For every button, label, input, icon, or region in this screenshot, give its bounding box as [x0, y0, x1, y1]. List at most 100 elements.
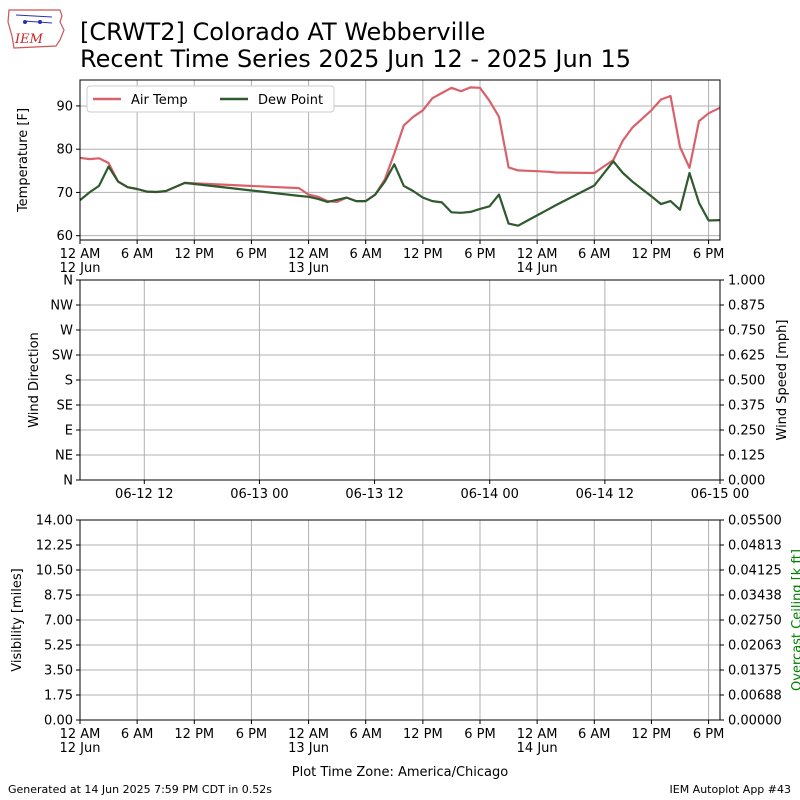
visibility-x-tick-label: 12 PM — [403, 727, 443, 742]
chart-title-line2: Recent Time Series 2025 Jun 12 - 2025 Ju… — [80, 45, 632, 73]
visibility-y-tick-label: 0.00 — [44, 714, 73, 729]
temperature-x-tick-label: 12 AM — [60, 247, 101, 262]
wind-x-tick-label: 06-13 00 — [230, 487, 288, 502]
visibility-y-tick-label: 3.50 — [44, 664, 73, 679]
temperature-x-tick-label: 12 PM — [174, 247, 214, 262]
visibility-x-tick-label: 6 AM — [349, 727, 382, 742]
visibility-y-tick-label: 7.00 — [44, 614, 73, 629]
visibility-y-tick-label: 14.00 — [36, 514, 73, 529]
visibility-gridlines — [79, 519, 720, 721]
visibility-x-tick-label: 12 AM — [60, 727, 101, 742]
ceiling-tick-label: 0.00688 — [728, 689, 782, 704]
visibility-x-tick-label: 12 PM — [632, 727, 672, 742]
wind-speed-tick-label: 0.125 — [728, 449, 765, 464]
visibility-x-tick-label: 6 AM — [578, 727, 611, 742]
wind-x-tick-label: 06-14 00 — [460, 487, 518, 502]
legend-label-air-temp: Air Temp — [131, 93, 188, 108]
temperature-x-tick-sublabel: 13 Jun — [288, 261, 329, 276]
ceiling-tick-label: 0.02063 — [728, 639, 782, 654]
ceiling-tick-label: 0.01375 — [728, 664, 782, 679]
temperature-series — [79, 86, 721, 227]
temperature-x-tick-label: 12 PM — [632, 247, 672, 262]
visibility-x-tick-label: 6 AM — [121, 727, 154, 742]
logo-map-line — [15, 14, 53, 18]
chart-title-line1: [CRWT2] Colorado AT Webberville — [80, 18, 486, 46]
wind-speed-tick-label: 0.375 — [728, 399, 765, 414]
visibility-x-tick-label: 12 AM — [288, 727, 329, 742]
wind-direction-tick-label: NW — [50, 299, 73, 314]
temperature-x-tick-label: 6 AM — [121, 247, 154, 262]
wind-gridlines — [80, 279, 721, 481]
visibility-x-tick-sublabel: 13 Jun — [288, 741, 329, 756]
wind-direction-tick-label: N — [63, 474, 73, 489]
wind-direction-tick-label: SW — [52, 349, 73, 364]
wind-direction-tick-label: S — [65, 374, 73, 389]
ceiling-ylabel: Overcast Ceiling [k ft] — [790, 549, 800, 691]
temperature-x-tick-label: 6 PM — [464, 247, 495, 262]
visibility-y-tick-label: 1.75 — [44, 689, 73, 704]
temperature-x-tick-sublabel: 14 Jun — [517, 261, 558, 276]
legend: Air Temp Dew Point — [86, 85, 335, 113]
logo-map-dot — [38, 20, 42, 24]
iowa-outline-icon — [7, 9, 65, 49]
visibility-y-tick-label: 12.25 — [36, 539, 73, 554]
legend-box — [86, 85, 335, 113]
wind-x-tick-label: 06-15 00 — [691, 487, 749, 502]
generated-footer: Generated at 14 Jun 2025 7:59 PM CDT in … — [8, 783, 273, 796]
ceiling-tick-label: 0.03438 — [728, 589, 782, 604]
temperature-x-tick-label: 6 AM — [349, 247, 382, 262]
visibility-x-tick-sublabel: 14 Jun — [517, 741, 558, 756]
wind-speed-tick-label: 0.625 — [728, 349, 765, 364]
wind-direction-tick-label: W — [60, 324, 73, 339]
wind-speed-tick-label: 0.875 — [728, 299, 765, 314]
temperature-x-tick-label: 12 AM — [517, 247, 558, 262]
visibility-x-tick-label: 6 PM — [236, 727, 267, 742]
wind-speed-tick-label: 0.500 — [728, 374, 765, 389]
temperature-y-tick-label: 70 — [56, 186, 73, 201]
ceiling-tick-label: 0.04125 — [728, 564, 782, 579]
temperature-y-tick-label: 80 — [56, 143, 73, 158]
temperature-y-tick-label: 90 — [56, 99, 73, 114]
wind-x-tick-label: 06-13 12 — [345, 487, 403, 502]
temperature-x-tick-label: 6 PM — [236, 247, 267, 262]
temperature-y-tick-label: 60 — [56, 229, 73, 244]
wind-x-tick-label: 06-12 12 — [115, 487, 173, 502]
visibility-x-tick-sublabel: 12 Jun — [60, 741, 101, 756]
wind-direction-tick-label: SE — [57, 399, 73, 414]
wind-direction-ylabel: Wind Direction — [27, 332, 42, 428]
series-line-dew-point — [79, 160, 721, 227]
wind-direction-tick-label: E — [65, 424, 73, 439]
logo-text: IEM — [14, 32, 44, 47]
wind-direction-tick-label: NE — [55, 449, 73, 464]
visibility-y-tick-label: 5.25 — [44, 639, 73, 654]
wind-speed-tick-label: 0.000 — [728, 474, 765, 489]
iem-logo: IEM — [7, 9, 65, 49]
temperature-x-tick-label: 6 PM — [693, 247, 724, 262]
temperature-x-tick-sublabel: 12 Jun — [60, 261, 101, 276]
temperature-ylabel: Temperature [F] — [16, 108, 31, 213]
wind-speed-tick-label: 1.000 — [728, 274, 765, 289]
logo-map-dot — [23, 20, 27, 24]
ceiling-tick-label: 0.00000 — [728, 714, 782, 729]
wind-speed-tick-label: 0.750 — [728, 324, 765, 339]
visibility-y-tick-label: 8.75 — [44, 589, 73, 604]
visibility-x-tick-label: 12 AM — [517, 727, 558, 742]
wind-x-tick-label: 06-14 12 — [576, 487, 634, 502]
temperature-x-tick-label: 6 AM — [578, 247, 611, 262]
ceiling-tick-label: 0.04813 — [728, 539, 782, 554]
visibility-x-tick-label: 6 PM — [693, 727, 724, 742]
visibility-x-tick-label: 6 PM — [464, 727, 495, 742]
ceiling-tick-label: 0.05500 — [728, 514, 782, 529]
ceiling-tick-label: 0.02750 — [728, 614, 782, 629]
visibility-ylabel: Visibility [miles] — [10, 568, 25, 671]
wind-panel: 06-12 12 06-13 00 06-13 12 06-14 00 06-14 12… — [27, 274, 790, 503]
x-axis-title: Plot Time Zone: America/Chicago — [292, 765, 508, 780]
app-footer: IEM Autoplot App #43 — [669, 783, 792, 796]
temperature-x-tick-label: 12 AM — [288, 247, 329, 262]
wind-direction-tick-label: N — [63, 274, 73, 289]
